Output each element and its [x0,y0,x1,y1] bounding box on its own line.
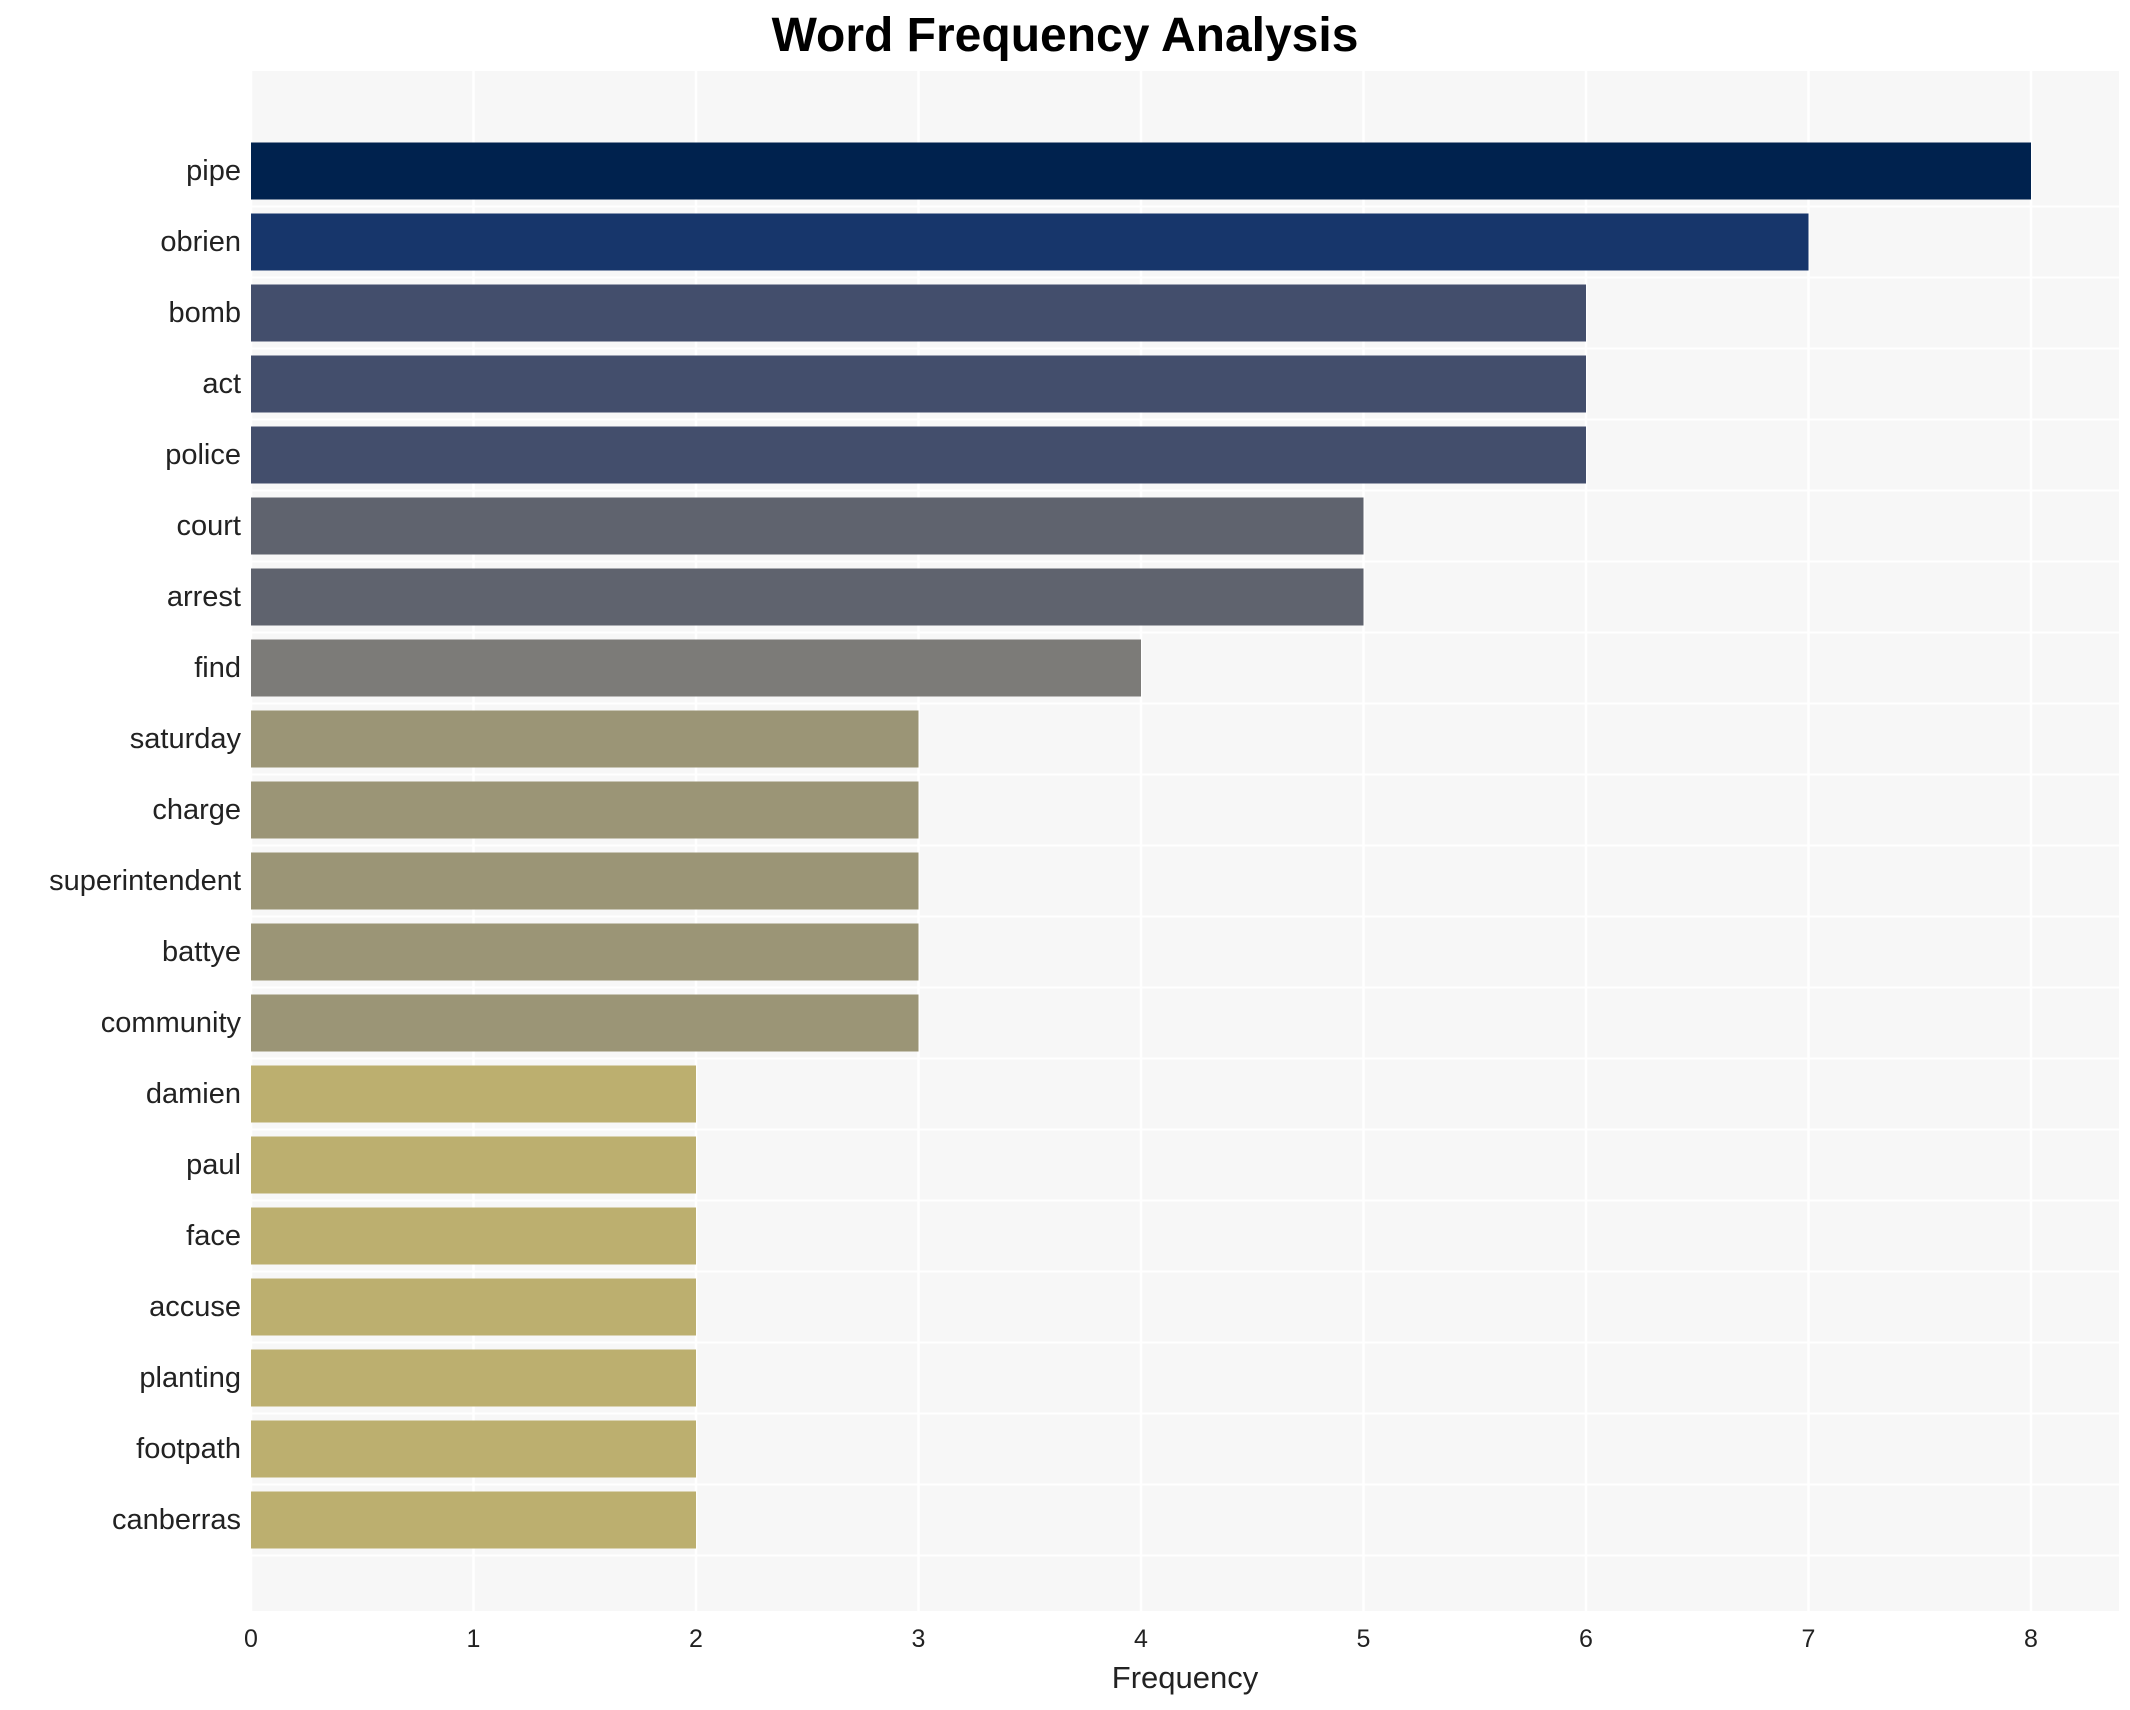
y-tick-label: pipe [186,155,241,187]
y-tick-label: charge [152,794,241,826]
y-tick-label: battye [162,936,241,968]
bar-pipe [251,142,2031,200]
x-tick-label: 7 [1802,1625,1816,1653]
bar-community [251,994,919,1052]
y-tick-label: planting [139,1362,241,1394]
x-tick-label: 8 [2024,1625,2038,1653]
bar-court [251,497,1364,555]
x-tick-label: 3 [912,1625,926,1653]
y-tick-label: act [202,368,241,400]
x-tick-label: 1 [467,1625,481,1653]
bar-accuse [251,1278,696,1336]
x-tick-label: 4 [1134,1625,1148,1653]
x-tick-label: 0 [244,1625,258,1653]
x-tick-label: 5 [1357,1625,1371,1653]
y-tick-label: court [177,510,241,542]
bar-superintendent [251,852,919,910]
chart-title: Word Frequency Analysis [771,9,1359,62]
y-tick-label: accuse [149,1291,241,1323]
x-tick-label: 2 [689,1625,703,1653]
bar-find [251,639,1141,697]
y-tick-label: community [101,1007,242,1039]
y-tick-label: footpath [136,1433,241,1465]
bar-damien [251,1065,696,1123]
x-tick-label: 6 [1579,1625,1593,1653]
bar-footpath [251,1420,696,1478]
bar-obrien [251,213,1809,271]
bar-canberras [251,1491,696,1549]
bar-arrest [251,568,1364,626]
y-tick-label: find [194,652,241,684]
y-tick-label: face [186,1220,241,1252]
bar-police [251,426,1586,484]
y-tick-label: superintendent [49,865,241,897]
bar-bomb [251,284,1586,342]
bar-face [251,1207,696,1265]
y-tick-label: saturday [130,723,242,755]
y-tick-label: police [165,439,241,471]
bar-charge [251,781,919,839]
bar-act [251,355,1586,413]
x-axis-label: Frequency [1111,1660,1259,1695]
y-tick-label: canberras [112,1504,241,1536]
y-tick-label: damien [146,1078,241,1110]
bar-paul [251,1136,696,1194]
y-tick-label: obrien [160,226,241,258]
y-tick-label: bomb [168,297,241,329]
bar-planting [251,1349,696,1407]
y-tick-label: paul [186,1149,241,1181]
y-tick-label: arrest [167,581,241,613]
bar-saturday [251,710,919,768]
bar-battye [251,923,919,981]
